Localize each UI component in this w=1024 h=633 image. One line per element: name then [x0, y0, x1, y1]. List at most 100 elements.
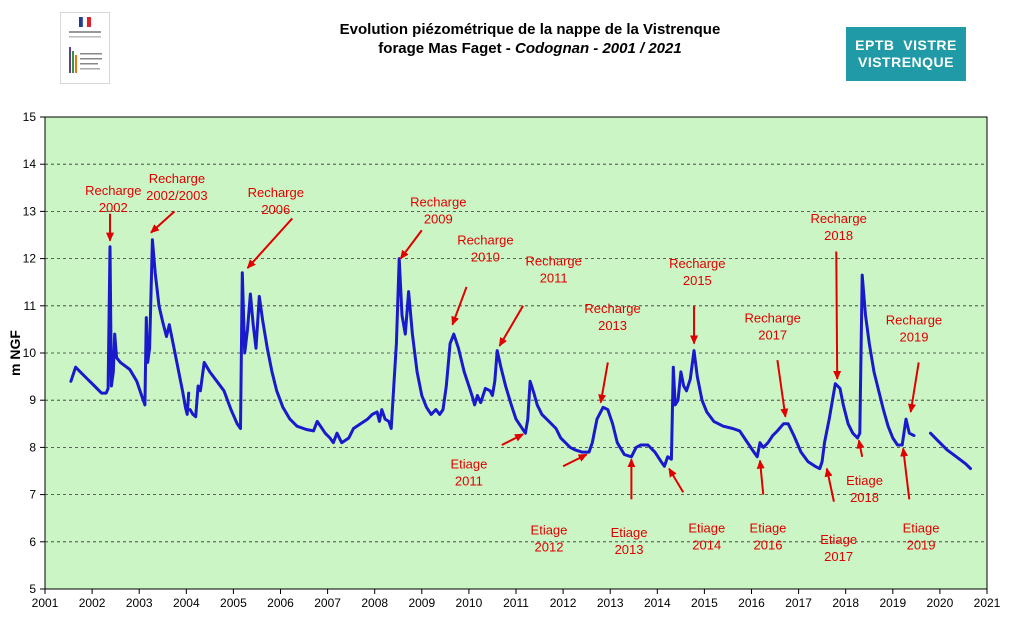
y-tick-label: 15	[23, 110, 37, 124]
x-tick-label: 2002	[79, 596, 106, 610]
y-tick-label: 8	[29, 440, 36, 454]
chart-title: Evolution piézométrique de la nappe de l…	[230, 20, 830, 58]
x-tick-label: 2004	[173, 596, 200, 610]
annotation-label: 2002/2003	[146, 188, 207, 203]
x-tick-label: 2010	[456, 596, 483, 610]
annotation-label: Etiage	[846, 473, 883, 488]
annotation-label: 2015	[683, 273, 712, 288]
annotation-arrow	[900, 447, 911, 500]
annotation: Recharge 2009	[399, 195, 466, 260]
series-line	[69, 238, 191, 416]
annotation-label: 2006	[261, 202, 290, 217]
annotation-label: Etiage	[750, 520, 787, 535]
annotation-arrow	[833, 251, 842, 380]
annotation-label: 2002	[99, 200, 128, 215]
annotation-arrow	[498, 305, 524, 347]
annotation-label: Recharge	[149, 171, 205, 186]
y-tick-label: 6	[29, 535, 36, 549]
x-tick-label: 2012	[550, 596, 577, 610]
annotation-label: 2014	[692, 537, 721, 552]
title-line-1: Evolution piézométrique de la nappe de l…	[339, 21, 721, 38]
annotation: Etiage 2019	[900, 447, 939, 552]
annotation-label: Etiage	[688, 520, 725, 535]
annotation-label: Etiage	[611, 525, 648, 540]
annotation-arrow	[562, 453, 588, 468]
x-tick-label: 2009	[408, 596, 435, 610]
y-tick-label: 14	[23, 157, 37, 171]
eptb-badge: EPTB VISTRE VISTRENQUE	[846, 27, 966, 81]
annotation: Recharge 2010	[451, 232, 514, 326]
annotation-label: 2010	[471, 249, 500, 264]
annotation-arrow	[598, 362, 609, 404]
badge-line-1: EPTB VISTRE	[855, 37, 957, 53]
badge-line-2: VISTRENQUE	[857, 54, 954, 70]
annotation-arrow	[501, 433, 524, 446]
annotation-label: Recharge	[810, 211, 866, 226]
annotation: Etiage 2014	[668, 467, 725, 552]
annotation: Recharge 2011	[498, 254, 582, 347]
x-tick-label: 2011	[503, 596, 529, 610]
series-line	[188, 257, 916, 471]
annotation-label: 2018	[824, 228, 853, 243]
title-place-period: Codognan - 2001 / 2021	[514, 40, 682, 57]
annotation: Recharge 2015	[669, 256, 726, 345]
annotation-label: Recharge	[85, 183, 141, 198]
x-tick-label: 2003	[126, 596, 153, 610]
annotation-label: Recharge	[584, 301, 640, 316]
annotation-arrow	[246, 217, 294, 269]
x-tick-label: 2017	[785, 596, 812, 610]
annotation-label: 2013	[615, 542, 644, 557]
annotation: Recharge 2013	[584, 301, 641, 404]
annotation-arrow	[908, 362, 920, 413]
annotation-label: Recharge	[457, 232, 513, 247]
annotation: Etiage 2018	[846, 439, 883, 505]
annotation: Recharge 2017	[745, 310, 801, 418]
annotation: Etiage 2011	[450, 433, 524, 489]
annotation-label: 2019	[900, 330, 929, 345]
annotation-label: 2016	[754, 537, 783, 552]
annotation-label: Recharge	[669, 256, 725, 271]
annotation-arrow	[824, 467, 835, 502]
title-well: forage Mas Faget -	[378, 40, 515, 57]
annotation: Etiage 2013	[611, 458, 648, 557]
annotation-label: Etiage	[531, 523, 568, 538]
y-tick-label: 9	[29, 393, 36, 407]
annotation: Recharge 2002/2003	[146, 171, 208, 234]
annotation-arrow	[756, 459, 765, 495]
annotation-label: 2017	[758, 327, 787, 342]
x-tick-label: 2005	[220, 596, 247, 610]
x-tick-label: 2016	[738, 596, 765, 610]
annotation-label: Recharge	[248, 185, 304, 200]
annotation: Recharge 2002	[85, 183, 141, 242]
annotation-label: 2011	[455, 474, 483, 489]
annotation-label: 2011	[540, 271, 568, 286]
x-tick-label: 2008	[361, 596, 388, 610]
annotation-label: 2009	[424, 212, 453, 227]
annotation-label: Etiage	[820, 532, 857, 547]
annotation-label: 2017	[824, 549, 853, 564]
y-tick-label: 7	[29, 488, 36, 502]
annotation-arrow	[399, 229, 423, 260]
y-tick-label: 5	[29, 582, 36, 596]
annotation-label: 2013	[598, 318, 627, 333]
y-tick-label: 10	[23, 346, 37, 360]
x-tick-label: 2015	[691, 596, 718, 610]
y-tick-label: 13	[23, 204, 37, 218]
x-tick-label: 2001	[32, 596, 59, 610]
y-tick-label: 12	[23, 252, 37, 266]
x-tick-label: 2020	[927, 596, 954, 610]
x-tick-label: 2014	[644, 596, 671, 610]
annotation-arrow	[451, 286, 468, 326]
x-tick-label: 2013	[597, 596, 624, 610]
x-tick-label: 2019	[879, 596, 906, 610]
annotation-label: 2018	[850, 490, 879, 505]
x-tick-label: 2021	[974, 596, 1001, 610]
annotation-label: Recharge	[525, 254, 581, 269]
annotation: Etiage 2016	[750, 459, 787, 552]
annotation-label: Recharge	[745, 310, 801, 325]
annotation-arrow	[776, 359, 789, 418]
annotation-arrow	[668, 467, 685, 493]
x-tick-label: 2018	[832, 596, 859, 610]
y-tick-label: 11	[24, 299, 37, 313]
